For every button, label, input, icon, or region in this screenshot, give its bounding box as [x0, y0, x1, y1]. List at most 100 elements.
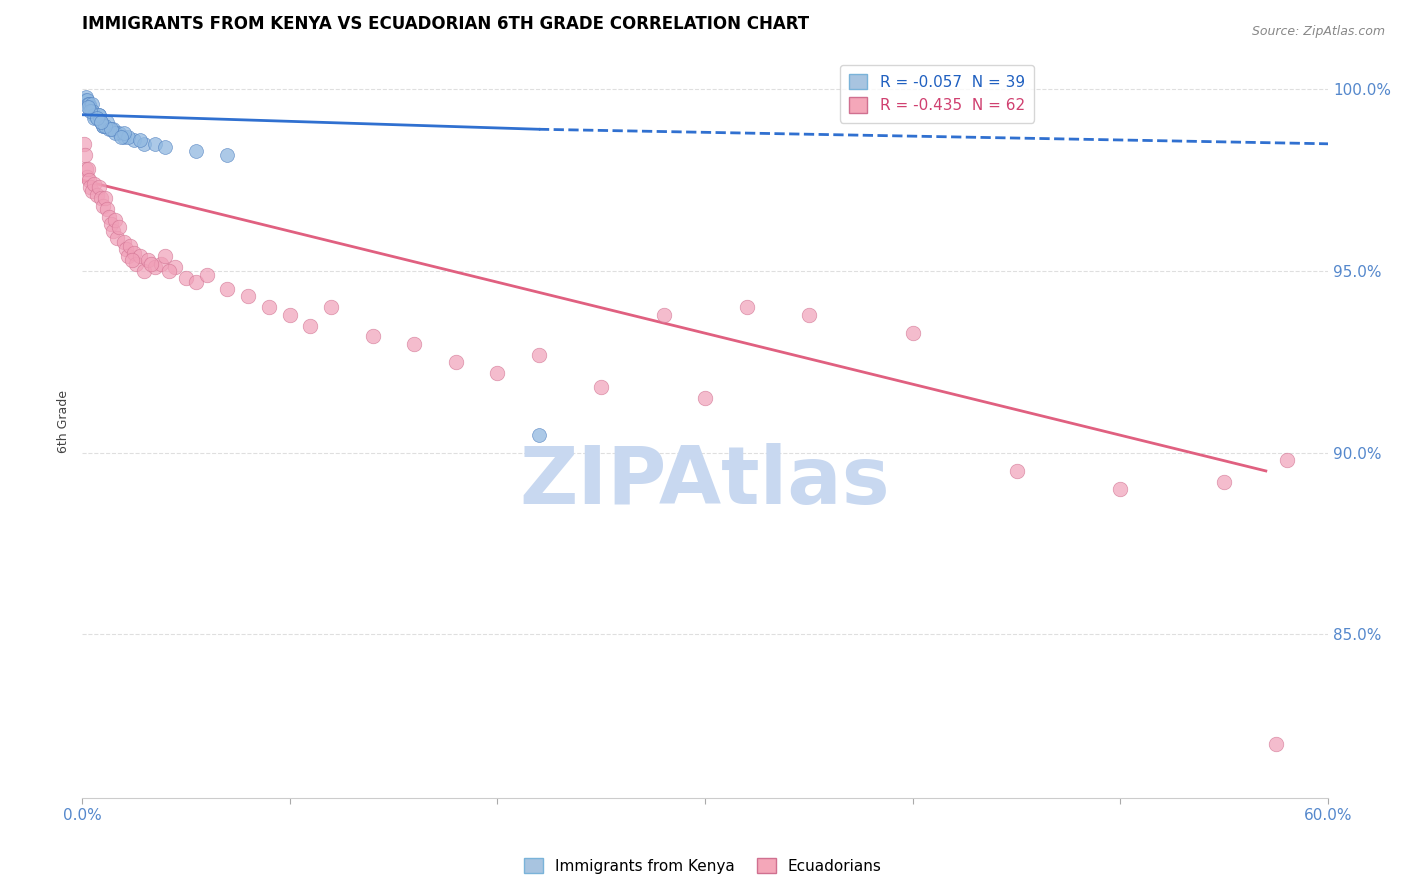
Point: [138, 253, 160, 268]
Point: [143, 260, 166, 275]
Point: [90, 115, 112, 129]
Text: Source: ZipAtlas.com: Source: ZipAtlas.com: [1251, 25, 1385, 38]
Point: [112, 235, 135, 249]
Point: [82, 104, 104, 119]
Point: [104, 213, 127, 227]
Point: [82, 96, 104, 111]
Point: [75, 89, 97, 103]
Point: [108, 220, 131, 235]
Point: [77, 173, 100, 187]
Point: [149, 257, 172, 271]
Point: [83, 108, 105, 122]
Point: [94, 119, 117, 133]
Point: [86, 112, 108, 126]
Point: [236, 289, 259, 303]
Point: [91, 119, 114, 133]
Point: [90, 115, 112, 129]
Point: [1275, 453, 1298, 467]
Point: [83, 112, 105, 126]
Point: [112, 126, 135, 140]
Point: [96, 115, 118, 129]
Point: [77, 96, 100, 111]
Text: IMMIGRANTS FROM KENYA VS ECUADORIAN 6TH GRADE CORRELATION CHART: IMMIGRANTS FROM KENYA VS ECUADORIAN 6TH …: [82, 15, 808, 33]
Point: [125, 257, 148, 271]
Point: [901, 326, 924, 340]
Point: [174, 271, 197, 285]
Point: [195, 268, 218, 282]
Point: [361, 329, 384, 343]
Point: [101, 122, 124, 136]
Point: [735, 301, 758, 315]
Point: [98, 210, 121, 224]
Point: [75, 162, 97, 177]
Point: [139, 257, 162, 271]
Point: [527, 427, 550, 442]
Point: [86, 112, 108, 126]
Point: [117, 129, 139, 144]
Point: [105, 231, 128, 245]
Point: [299, 318, 322, 333]
Point: [1109, 482, 1132, 496]
Point: [114, 242, 136, 256]
Point: [112, 129, 135, 144]
Legend: R = -0.057  N = 39, R = -0.435  N = 62: R = -0.057 N = 39, R = -0.435 N = 62: [839, 64, 1033, 122]
Point: [90, 191, 112, 205]
Point: [134, 264, 156, 278]
Text: ZIPAtlas: ZIPAtlas: [520, 443, 890, 521]
Point: [79, 104, 101, 119]
Point: [87, 108, 110, 122]
Point: [129, 250, 152, 264]
Point: [76, 93, 98, 107]
Point: [110, 129, 132, 144]
Point: [75, 147, 97, 161]
Point: [217, 147, 239, 161]
Point: [186, 144, 208, 158]
Point: [157, 264, 180, 278]
Point: [143, 136, 166, 151]
Point: [104, 126, 127, 140]
Point: [87, 180, 110, 194]
Point: [94, 191, 117, 205]
Point: [257, 301, 280, 315]
Point: [117, 250, 139, 264]
Point: [797, 308, 820, 322]
Point: [1213, 475, 1236, 489]
Point: [321, 301, 343, 315]
Point: [1265, 737, 1288, 751]
Point: [186, 275, 208, 289]
Point: [91, 119, 114, 133]
Point: [77, 162, 100, 177]
Point: [87, 108, 110, 122]
Point: [77, 96, 100, 111]
Point: [76, 169, 98, 184]
Point: [278, 308, 301, 322]
Point: [121, 253, 143, 268]
Point: [652, 308, 675, 322]
Point: [91, 198, 114, 212]
Point: [122, 133, 145, 147]
Legend: Immigrants from Kenya, Ecuadorians: Immigrants from Kenya, Ecuadorians: [517, 852, 889, 880]
Point: [108, 126, 131, 140]
Point: [444, 355, 467, 369]
Point: [100, 217, 122, 231]
Point: [527, 348, 550, 362]
Point: [153, 140, 176, 154]
Point: [134, 136, 156, 151]
Point: [591, 380, 613, 394]
Point: [118, 238, 141, 252]
Point: [79, 180, 101, 194]
Point: [75, 93, 97, 107]
Point: [122, 245, 145, 260]
Point: [693, 391, 716, 405]
Point: [129, 133, 152, 147]
Point: [101, 224, 124, 238]
Point: [86, 187, 108, 202]
Point: [153, 250, 176, 264]
Point: [486, 366, 509, 380]
Point: [83, 177, 105, 191]
Point: [165, 260, 187, 275]
Point: [404, 336, 426, 351]
Point: [82, 184, 104, 198]
Point: [217, 282, 239, 296]
Point: [73, 136, 96, 151]
